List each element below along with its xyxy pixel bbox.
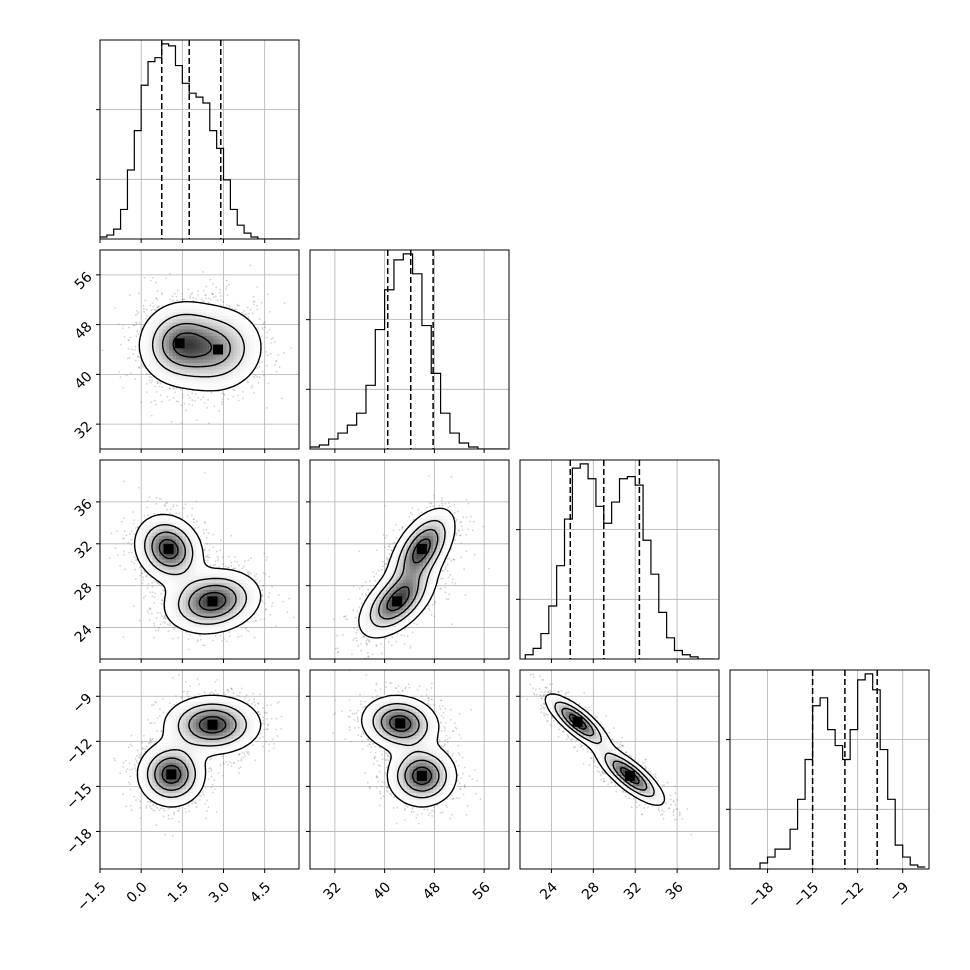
y-tick-label: 32: [72, 418, 96, 442]
panel-frame: [309, 459, 510, 660]
contour-level-0: [544, 693, 666, 806]
contour-level-3: [389, 715, 433, 786]
y-tick-label: 40: [72, 369, 96, 393]
y-tick-label: −12: [63, 736, 95, 768]
y-tick-label: −9: [70, 691, 96, 717]
x-tick-label: 56: [470, 879, 494, 903]
contour-level-2: [154, 709, 237, 791]
x-tick-label: 0.0: [124, 879, 151, 906]
hist-panel-0: [96, 39, 300, 243]
x-tick-label: −1.5: [74, 879, 109, 914]
contour-level-1: [554, 701, 655, 798]
pair-panel-0-3: −1.5 0.0 1.5 3.0 4.5 −18 −15 −12 −9: [63, 669, 300, 915]
pair-panel-2-3: 24 28 32 36: [516, 669, 720, 903]
hist-panel-3: −18 −15 −12 −9: [726, 669, 930, 912]
contour-level-0: [133, 513, 262, 635]
panel-frame: [99, 249, 300, 450]
contour-level-1: [146, 703, 248, 798]
contour-level-1: [151, 313, 245, 378]
y-tick-label: −18: [63, 826, 95, 858]
pair-panel-1-3: 32 40 48 56: [306, 669, 510, 903]
contour-level-2: [161, 322, 231, 368]
contour-level-1: [144, 524, 248, 625]
contour-level-0: [358, 507, 456, 639]
x-tick-label: −9: [886, 879, 912, 905]
density-peak-1: [207, 596, 218, 607]
density-peak-1: [166, 769, 177, 780]
contour-level-3: [158, 538, 227, 611]
panel-frame: [729, 669, 930, 870]
y-tick-label: 24: [72, 622, 96, 646]
panel-frame: [519, 669, 720, 870]
histogram-step-0: [100, 43, 293, 239]
density-peak-0: [416, 544, 427, 555]
density-peak-0: [572, 716, 583, 727]
x-tick-label: −15: [790, 879, 822, 911]
hist-panel-1: [306, 249, 510, 453]
contour-level-0: [138, 301, 262, 392]
pair-panel-0-2: 24 28 32 36: [72, 459, 300, 663]
contour-level-0: [136, 694, 262, 808]
contour-level-1: [369, 519, 446, 628]
contour-level-2: [561, 707, 648, 791]
x-tick-label: 28: [579, 879, 603, 903]
panel-frame: [519, 459, 720, 660]
density-peak-0: [163, 544, 174, 555]
x-tick-label: 40: [370, 879, 394, 903]
x-tick-label: 4.5: [247, 879, 274, 906]
density-peak-1: [213, 344, 224, 355]
panel-frame: [309, 249, 510, 450]
y-tick-label: 28: [72, 580, 96, 604]
x-tick-label: 48: [420, 879, 444, 903]
density-peak-1: [624, 770, 635, 781]
x-tick-label: 32: [321, 879, 345, 903]
panel-frame: [99, 669, 300, 870]
density-peak-1: [392, 596, 403, 607]
x-tick-label: 24: [537, 879, 561, 903]
y-tick-label: 48: [72, 319, 96, 343]
density-peak-0: [174, 338, 185, 349]
density-shading: [545, 695, 664, 808]
contour-level-0: [360, 694, 458, 808]
x-tick-label: 36: [663, 879, 687, 903]
contour-level-3: [161, 716, 227, 784]
density-shading: [135, 515, 261, 635]
x-tick-label: 1.5: [165, 879, 192, 906]
contour-level-1: [372, 703, 447, 799]
density-peak-1: [416, 770, 427, 781]
density-peak-0: [207, 719, 218, 730]
contour-level-2: [378, 528, 439, 620]
y-tick-label: 36: [72, 496, 96, 520]
histogram-step-2: [524, 463, 714, 659]
hist-panel-2: [516, 459, 720, 663]
density-peak-0: [395, 718, 406, 729]
panel-frame: [309, 669, 510, 870]
x-tick-label: 3.0: [206, 879, 233, 906]
histogram-step-3: [730, 673, 926, 869]
y-tick-label: 56: [72, 269, 96, 293]
contour-level-2: [380, 708, 440, 792]
panel-frame: [99, 459, 300, 660]
x-tick-label: −18: [745, 879, 777, 911]
y-tick-label: −15: [63, 781, 95, 813]
pair-panel-0-1: 32 40 48 56: [72, 249, 300, 453]
x-tick-label: 32: [621, 879, 645, 903]
panel-frame: [99, 39, 300, 240]
x-tick-label: −12: [835, 879, 867, 911]
histogram-step-1: [310, 253, 506, 449]
y-tick-label: 32: [72, 538, 96, 562]
contour-level-2: [151, 531, 237, 618]
pair-panel-1-2: [306, 459, 510, 663]
